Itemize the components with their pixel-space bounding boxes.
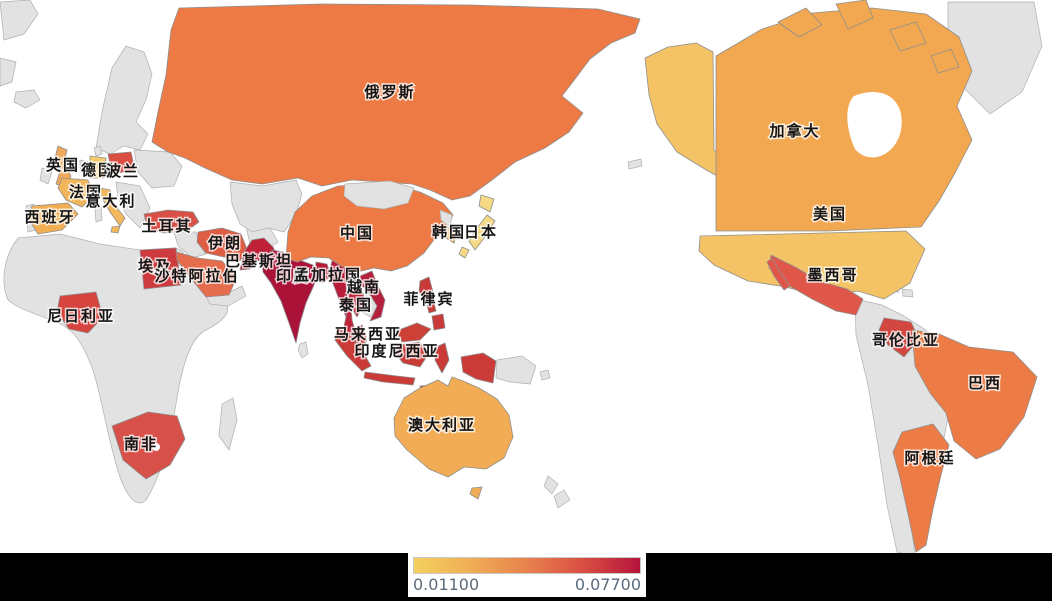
hudson-bay — [847, 91, 902, 158]
country-bangladesh[interactable] — [314, 261, 332, 284]
label-france: 法国 — [69, 183, 103, 201]
label-thailand: 泰国 — [338, 296, 373, 314]
label-india: 印度 — [276, 267, 310, 285]
legend-gradient-bar[interactable] — [413, 557, 641, 574]
balkans — [115, 181, 151, 229]
label-brazil: 巴西 — [968, 374, 1002, 392]
iceland — [13, 89, 41, 109]
country-egypt[interactable] — [139, 247, 182, 290]
label-japan: 日本 — [464, 223, 498, 241]
world-map: 俄罗斯 中国 加拿大 美国 日本 韩国 英国 德国 波兰 法国 意大利 西班牙 … — [0, 0, 1052, 553]
label-turkey: 土耳其 — [141, 217, 192, 235]
country-spain[interactable] — [27, 202, 79, 235]
label-saudi-arabia: 沙特阿拉伯 — [154, 267, 239, 285]
country-labels: 俄罗斯 中国 加拿大 美国 日本 韩国 英国 德国 波兰 法国 意大利 西班牙 … — [23, 82, 1002, 469]
label-canada: 加拿大 — [768, 122, 820, 140]
country-poland[interactable] — [107, 151, 136, 175]
label-australia: 澳大利亚 — [408, 416, 476, 434]
scandinavia — [95, 45, 153, 155]
label-germany: 德国 — [81, 161, 115, 179]
legend-max-label: 0.07700 — [574, 575, 641, 594]
country-south-africa[interactable] — [111, 411, 186, 480]
mongolia — [343, 180, 415, 210]
country-colombia[interactable] — [878, 317, 920, 358]
new-zealand — [543, 475, 559, 495]
country-south-korea[interactable] — [445, 226, 457, 244]
label-argentina: 阿根廷 — [904, 449, 955, 467]
label-russia: 俄罗斯 — [363, 83, 415, 101]
label-vietnam: 越南 — [346, 278, 381, 296]
country-australia[interactable] — [393, 376, 514, 500]
country-argentina[interactable] — [892, 423, 950, 553]
label-spain: 西班牙 — [24, 208, 75, 226]
label-iran: 伊朗 — [207, 234, 242, 252]
label-china: 中国 — [340, 224, 374, 242]
lesotho — [152, 443, 160, 451]
country-brazil[interactable] — [911, 329, 1038, 460]
country-mexico[interactable] — [766, 254, 864, 316]
legend-min-label: 0.01100 — [413, 575, 480, 594]
label-philippines: 菲律宾 — [403, 290, 454, 308]
country-nigeria[interactable] — [56, 291, 104, 334]
country-vietnam[interactable] — [356, 270, 386, 322]
label-nigeria: 尼日利亚 — [47, 307, 115, 325]
label-south-korea: 韩国 — [432, 223, 466, 241]
label-italy: 意大利 — [85, 192, 136, 210]
country-china[interactable] — [285, 183, 454, 273]
label-south-africa: 南非 — [124, 435, 158, 453]
no-data-overlays — [343, 180, 453, 228]
aleutians — [627, 158, 643, 170]
country-germany[interactable] — [89, 155, 107, 179]
madagascar — [218, 397, 238, 451]
ireland — [39, 167, 53, 185]
country-thailand[interactable] — [343, 286, 366, 347]
label-indonesia: 印度尼西亚 — [354, 342, 439, 360]
label-pakistan: 巴基斯坦 — [225, 252, 293, 270]
label-mexico: 墨西哥 — [807, 266, 858, 284]
country-saudi-arabia[interactable] — [175, 251, 238, 298]
label-egypt: 埃及 — [138, 257, 172, 275]
label-bangladesh: 孟加拉国 — [294, 266, 362, 284]
label-uk: 英国 — [46, 156, 80, 174]
label-poland: 波兰 — [106, 162, 140, 180]
label-usa: 美国 — [813, 205, 847, 223]
label-colombia: 哥伦比亚 — [872, 331, 940, 349]
legend-labels: 0.01100 0.07700 — [413, 575, 641, 595]
visual-map-legend: 0.01100 0.07700 — [408, 553, 646, 597]
country-japan[interactable] — [458, 194, 496, 259]
country-russia[interactable] — [151, 3, 641, 201]
papua-new-guinea — [495, 355, 537, 385]
country-turkey[interactable] — [143, 209, 200, 234]
country-france[interactable] — [57, 177, 95, 208]
country-philippines[interactable] — [418, 276, 446, 331]
country-italy[interactable] — [99, 187, 126, 234]
sri-lanka — [297, 341, 309, 359]
country-canada[interactable] — [715, 0, 973, 232]
label-malaysia: 马来西亚 — [334, 325, 402, 343]
north-korea — [439, 209, 453, 228]
central-asia — [229, 179, 303, 233]
country-iran[interactable] — [196, 227, 248, 262]
